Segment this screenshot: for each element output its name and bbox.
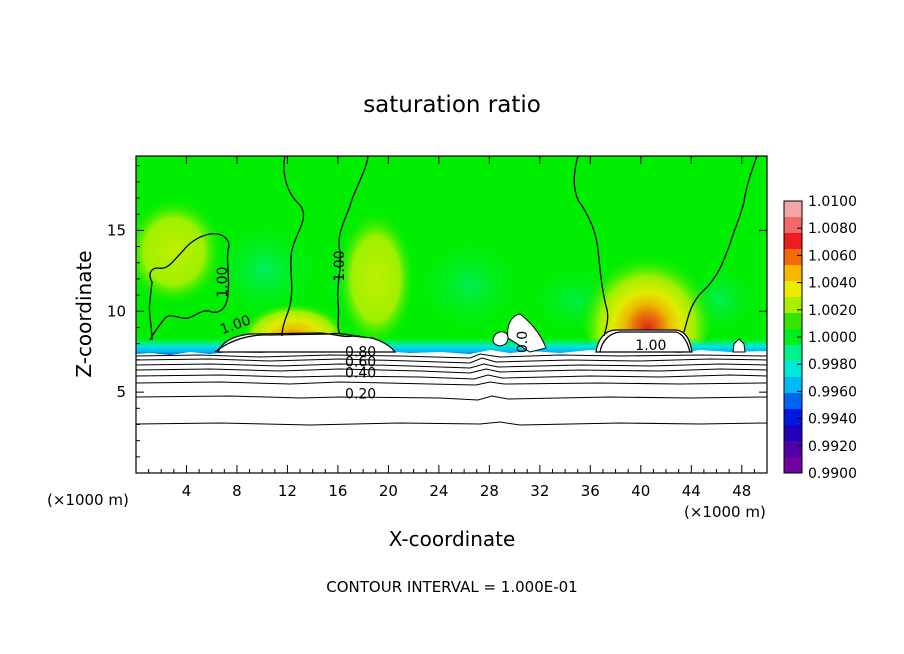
contour-line [136, 381, 767, 386]
colorbar-swatch [784, 329, 802, 346]
colorbar: 1.0100 1.0080 1.0060 1.0040 1.0020 1.0000 0.99… [783, 194, 857, 482]
x-axis-label: X-coordinate [389, 527, 516, 551]
contour-line [148, 233, 230, 341]
colorbar-swatch [784, 249, 802, 266]
contour-label: 1.00 [332, 250, 348, 281]
x-tick-label: 4 [182, 482, 192, 500]
colorbar-tick-label: 0.9960 [808, 384, 857, 400]
colorbar-swatch [784, 361, 802, 378]
y-tick-label: 10 [107, 302, 126, 320]
plot-area: 1.001.001.001.000.800.600.400.200.0 4 8 12… [107, 155, 768, 500]
x-tick-label: 40 [631, 482, 650, 500]
colorbar-swatch [784, 265, 802, 282]
colorbar-tick-label: 0.9920 [808, 439, 857, 455]
contour-label: 1.00 [215, 267, 231, 298]
colorbar-swatch [784, 409, 802, 426]
contour-label: 0.0 [515, 331, 531, 353]
contour-label: 0.60 [345, 354, 376, 370]
cool-region [410, 230, 530, 340]
colorbar-swatch [784, 441, 802, 458]
x-tick-label: 12 [278, 482, 297, 500]
x-axis-unit-left: (×1000 m) [47, 491, 129, 509]
colorbar-tick-label: 1.0000 [808, 330, 857, 346]
contour-interval-note: CONTOUR INTERVAL = 1.000E-01 [326, 578, 577, 596]
colorbar-swatch [784, 297, 802, 314]
contour-labels: 1.001.001.001.000.800.600.400.200.0 [215, 250, 667, 402]
colorbar-tick-label: 1.0080 [808, 221, 857, 237]
x-tick-label: 44 [682, 482, 701, 500]
colorbar-swatch [784, 393, 802, 410]
lower-contours [136, 353, 767, 426]
contour-line [683, 156, 758, 333]
contour-line [573, 156, 609, 337]
contour-line [136, 368, 767, 374]
x-tick-label: 24 [429, 482, 448, 500]
colorbar-tick-label: 1.0100 [808, 194, 857, 210]
cloud-pocket [507, 313, 547, 353]
colorbar-swatch [784, 313, 802, 330]
x-tick-label: 36 [581, 482, 600, 500]
colorbar-swatch [784, 345, 802, 362]
supersaturation-hotspot [335, 208, 416, 349]
contour-line [136, 395, 767, 401]
colorbar-swatch [784, 201, 802, 218]
y-tick-label: 5 [116, 383, 126, 401]
y-ticks: 5 10 15 [107, 165, 767, 458]
colorbar-swatch [784, 217, 802, 234]
x-tick-label: 32 [530, 482, 549, 500]
colorbar-tick-label: 0.9940 [808, 412, 857, 428]
contour-line [336, 156, 369, 335]
contour-line [281, 156, 305, 337]
x-tick-label: 8 [232, 482, 242, 500]
contour-line [136, 353, 767, 359]
colorbar-swatch [784, 377, 802, 394]
y-tick-label: 15 [107, 221, 126, 239]
colorbar-tick-label: 1.0060 [808, 248, 857, 264]
x-tick-label: 48 [732, 482, 751, 500]
cloud-pocket [492, 331, 509, 347]
colorbar-tick-label: 1.0040 [808, 276, 857, 292]
colorbar-swatch [784, 233, 802, 250]
x-tick-label: 28 [480, 482, 499, 500]
colorbar-tick-label: 1.0020 [808, 303, 857, 319]
x-axis-unit-right: (×1000 m) [684, 503, 766, 521]
contour-line [136, 357, 767, 364]
colorbar-tick-label: 0.9900 [808, 466, 857, 482]
colorbar-swatch [784, 281, 802, 298]
contour-line [136, 421, 767, 426]
contour-line [136, 363, 767, 369]
y-axis-label: Z-coordinate [72, 250, 96, 377]
contour-label: 0.40 [345, 366, 376, 382]
contour-label: 0.20 [345, 387, 376, 403]
cloud-pocket [595, 329, 693, 353]
contour-label: 0.80 [345, 345, 376, 361]
cloud-pocket [732, 338, 746, 353]
chart-title: saturation ratio [363, 92, 541, 118]
contour-line [136, 374, 767, 380]
supersaturation-hotspot [136, 196, 224, 307]
colorbar-swatch [784, 457, 802, 474]
contour-line [599, 331, 691, 353]
x-tick-label: 20 [379, 482, 398, 500]
contour-label: 1.00 [635, 338, 666, 354]
contour-lines [148, 156, 758, 353]
colorbar-tick-label: 0.9980 [808, 357, 857, 373]
x-ticks: 4 8 12 16 20 24 28 32 36 40 44 48 [148, 156, 755, 500]
x-tick-label: 16 [328, 482, 347, 500]
dry-region [136, 350, 767, 473]
colorbar-swatch [784, 425, 802, 442]
cloud-pocket [217, 332, 397, 353]
contour-line [214, 332, 361, 353]
